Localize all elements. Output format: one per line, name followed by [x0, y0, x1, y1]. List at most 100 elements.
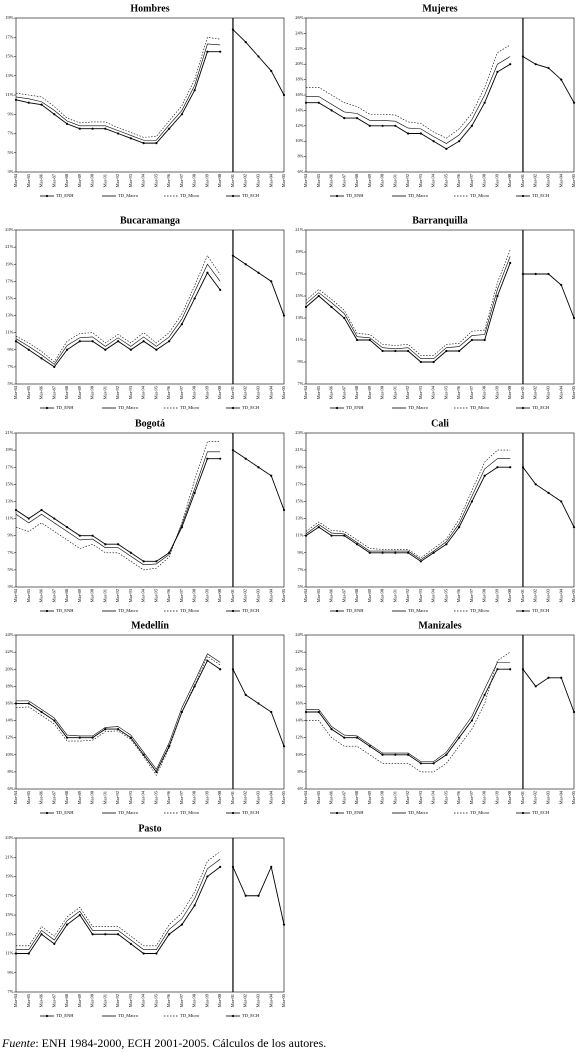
x-tick-label: Mar-01 — [230, 791, 235, 804]
y-tick-label: 22% — [295, 46, 304, 51]
x-tick-label: Mar-93 — [418, 385, 423, 399]
legend-label: TD_ECH — [242, 810, 260, 815]
x-tick-label: Mar-05 — [571, 588, 576, 602]
x-tick-label: Mar-93 — [418, 588, 423, 602]
x-tick-label: Mar-94 — [141, 173, 146, 187]
x-tick-label: Mar-90 — [380, 790, 385, 804]
x-tick-label: Mar-90 — [380, 385, 385, 399]
legend-label: TD_Micro — [180, 193, 200, 198]
point — [53, 365, 56, 368]
legend-label: TD_ECH — [532, 405, 550, 410]
point — [304, 534, 308, 537]
y-tick-label: 13% — [295, 315, 304, 320]
point — [381, 124, 384, 127]
x-tick-label: Mar-87 — [341, 790, 346, 804]
point — [104, 127, 107, 130]
x-tick-label: Mar-84 — [13, 993, 18, 1007]
y-tick-label: 6% — [298, 786, 304, 791]
legend-label: TD_Macro — [408, 193, 429, 198]
chart-title: Barranquilla — [412, 215, 468, 226]
x-tick-label: Mar-86 — [39, 173, 44, 187]
y-tick-label: 21% — [5, 854, 14, 859]
y-tick-label: 21% — [295, 447, 304, 452]
point — [458, 349, 461, 353]
point — [78, 340, 81, 343]
legend-label: TD_ECH — [532, 193, 550, 198]
point — [104, 728, 107, 731]
x-tick-label: Mar-87 — [341, 385, 346, 399]
series-line — [305, 466, 511, 562]
series-line — [306, 651, 511, 773]
x-tick-label: Mar-99 — [494, 385, 499, 399]
x-tick-label: Mar-84 — [13, 790, 18, 804]
x-tick-label: Mar-95 — [443, 173, 448, 187]
x-tick-label: Mar-94 — [431, 588, 436, 602]
x-tick-label: Mar-03 — [256, 588, 261, 602]
point — [14, 98, 18, 101]
series-line — [16, 851, 221, 947]
point — [483, 101, 486, 104]
x-tick-label: Mar-91 — [102, 791, 107, 804]
y-tick-label: 13% — [5, 313, 14, 318]
x-tick-label: Mar-95 — [153, 588, 158, 602]
legend-label: TD_Macro — [408, 810, 429, 815]
point — [368, 338, 371, 342]
x-tick-label: Mar-99 — [494, 173, 499, 187]
legend-label: TD_ECH — [242, 193, 260, 198]
legend-label: TD_Macro — [118, 1013, 139, 1018]
point — [572, 710, 576, 714]
point — [282, 508, 286, 512]
legend-marker — [335, 811, 339, 815]
series-line — [522, 466, 575, 528]
point — [168, 127, 171, 130]
y-tick-label: 5% — [8, 567, 14, 572]
legend-label: TD_Micro — [470, 608, 490, 613]
x-tick-label: Mar-88 — [354, 790, 359, 804]
point — [419, 762, 422, 765]
x-tick-label: Mar-84 — [303, 588, 308, 602]
panel: Bogotá 3% 5% 7% 9% 11% 13% 15% 17% 19% 21% Mar-84 Ma… — [5, 418, 286, 613]
point — [458, 736, 461, 739]
y-tick-label: 10% — [295, 752, 304, 757]
x-tick-label: Mar-94 — [431, 790, 436, 804]
legend-label: TD_ENH — [56, 608, 74, 613]
legend-label: TD_ENH — [56, 405, 74, 410]
x-tick-label: Mar-86 — [39, 588, 44, 602]
x-tick-label: Mar-85 — [316, 790, 321, 804]
chart-title: Pasto — [138, 823, 161, 834]
legend-label: TD_ENH — [346, 193, 364, 198]
series-line — [522, 56, 575, 103]
source-label: Fuente — [1, 1036, 36, 1050]
point — [572, 101, 576, 104]
y-tick-label: 3% — [8, 169, 14, 174]
series-line — [16, 866, 221, 954]
point — [521, 668, 525, 671]
point — [193, 685, 196, 688]
x-tick-label: Mar-05 — [571, 385, 576, 399]
x-tick-label: Mar-03 — [546, 588, 551, 602]
y-tick-label: 10% — [295, 138, 304, 143]
y-tick-label: 10% — [5, 752, 14, 757]
x-tick-label: Mar-05 — [571, 173, 576, 187]
series-line — [15, 441, 221, 571]
point — [91, 127, 94, 130]
x-tick-label: Mar-03 — [256, 173, 261, 187]
x-tick-label: Mar-96 — [456, 588, 461, 602]
point — [244, 263, 247, 266]
x-tick-label: Mar-92 — [405, 589, 410, 602]
x-tick-label: Mar-89 — [77, 790, 82, 804]
x-tick-label: Mar-99 — [204, 588, 209, 602]
x-tick-label: Mar-95 — [153, 173, 158, 187]
legend-label: TD_ENH — [346, 608, 364, 613]
point — [206, 50, 209, 53]
series-line — [305, 449, 511, 559]
source-note: Fuente: ENH 1984-2000, ECH 2001-2005. Cá… — [1, 1036, 326, 1050]
point — [206, 659, 209, 662]
point — [78, 534, 81, 537]
point — [104, 348, 107, 351]
point — [509, 466, 512, 469]
point — [282, 923, 286, 926]
y-tick-label: 3% — [8, 584, 14, 589]
point — [219, 288, 222, 291]
y-tick-label: 20% — [5, 666, 14, 671]
